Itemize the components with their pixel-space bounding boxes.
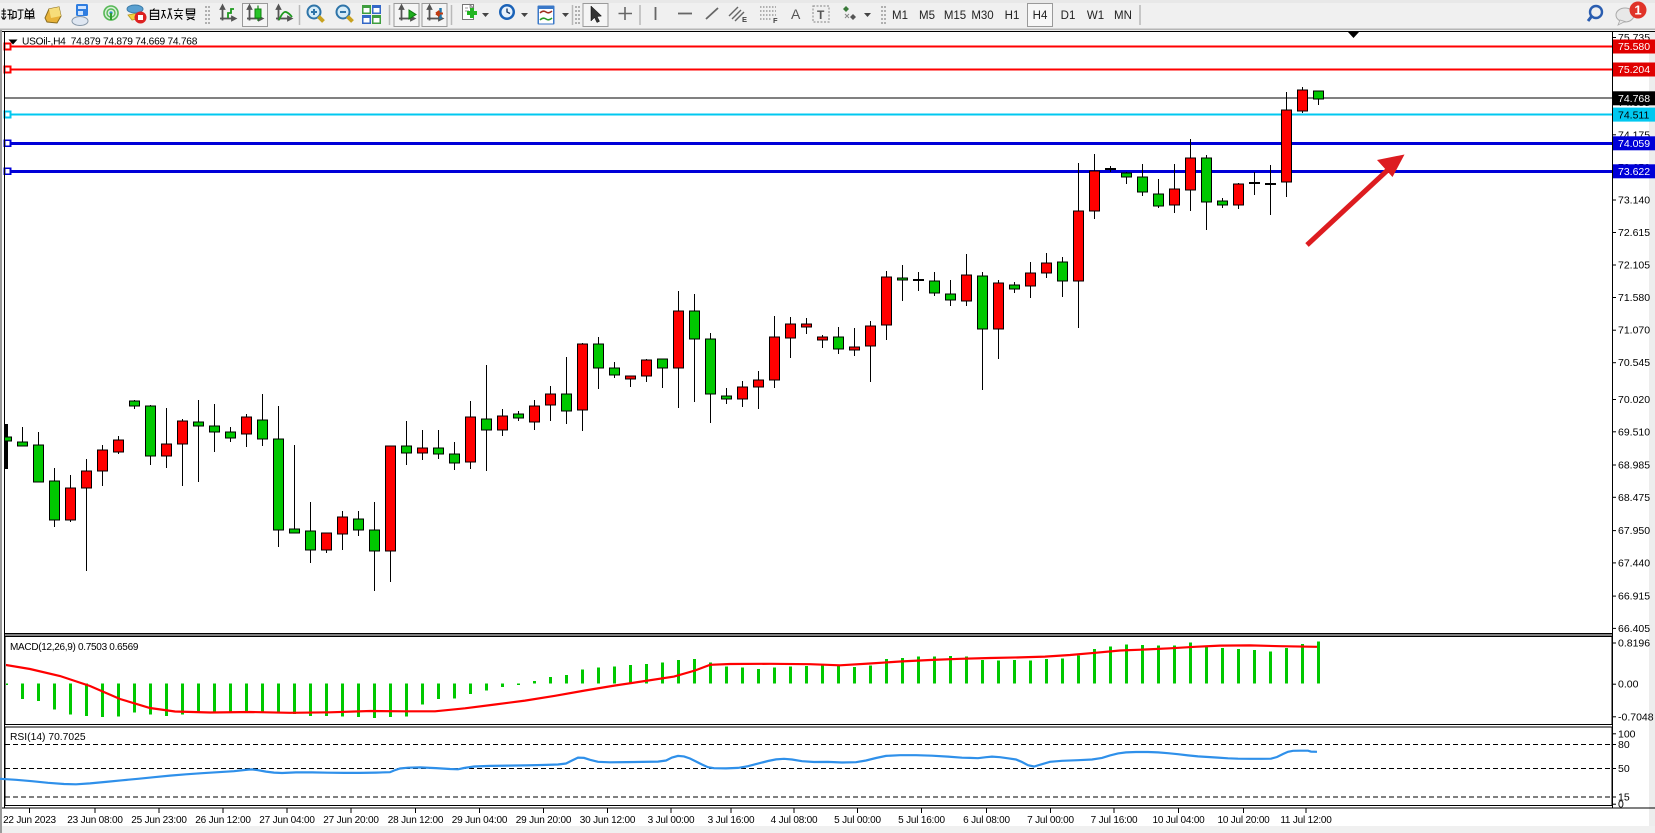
svg-text:M30: M30 <box>971 10 993 22</box>
svg-text:USOil-,H4 74.879 74.879 74.66: USOil-,H4 74.879 74.879 74.669 74.768 <box>22 37 198 48</box>
svg-text:7 Jul 16:00: 7 Jul 16:00 <box>1091 815 1138 826</box>
svg-text:74.059: 74.059 <box>1618 138 1650 150</box>
svg-text:E: E <box>742 15 747 24</box>
svg-text:25 Jun 23:00: 25 Jun 23:00 <box>131 815 187 826</box>
svg-text:72.615: 72.615 <box>1618 227 1650 239</box>
svg-text:100: 100 <box>1618 728 1636 740</box>
svg-text:69.510: 69.510 <box>1618 426 1650 438</box>
svg-text:11 Jul 12:00: 11 Jul 12:00 <box>1280 815 1332 826</box>
svg-text:70.545: 70.545 <box>1618 357 1650 369</box>
svg-text:29 Jun 20:00: 29 Jun 20:00 <box>516 815 572 826</box>
svg-text:H1: H1 <box>1005 10 1020 22</box>
svg-text:M15: M15 <box>944 10 966 22</box>
svg-text:D1: D1 <box>1061 10 1076 22</box>
svg-text:68.985: 68.985 <box>1618 460 1650 472</box>
svg-text:7 Jul 00:00: 7 Jul 00:00 <box>1027 815 1074 826</box>
svg-text:73.140: 73.140 <box>1618 195 1650 207</box>
svg-text:27 Jun 04:00: 27 Jun 04:00 <box>259 815 315 826</box>
svg-text:68.475: 68.475 <box>1618 492 1650 504</box>
svg-text:71.070: 71.070 <box>1618 325 1650 337</box>
svg-text:F: F <box>773 16 778 25</box>
svg-text:0.8196: 0.8196 <box>1618 638 1650 650</box>
svg-text:-0.7048: -0.7048 <box>1618 711 1654 723</box>
svg-text:66.405: 66.405 <box>1618 623 1650 635</box>
svg-text:75.580: 75.580 <box>1618 41 1650 53</box>
svg-text:0: 0 <box>1618 799 1624 811</box>
svg-text:72.105: 72.105 <box>1618 260 1650 272</box>
svg-text:67.440: 67.440 <box>1618 557 1650 569</box>
svg-text:50: 50 <box>1618 763 1630 775</box>
svg-text:23 Jun 08:00: 23 Jun 08:00 <box>67 815 123 826</box>
svg-text:10 Jul 04:00: 10 Jul 04:00 <box>1152 815 1205 826</box>
svg-text:80: 80 <box>1618 739 1630 751</box>
svg-text:71.580: 71.580 <box>1618 292 1650 304</box>
svg-text:75.204: 75.204 <box>1618 64 1650 76</box>
svg-text:29 Jun 04:00: 29 Jun 04:00 <box>452 815 508 826</box>
svg-text:73.622: 73.622 <box>1618 166 1650 178</box>
svg-text:4 Jul 08:00: 4 Jul 08:00 <box>771 815 818 826</box>
svg-text:74.511: 74.511 <box>1618 109 1649 121</box>
svg-text:M5: M5 <box>919 10 935 22</box>
svg-text:A: A <box>791 6 801 22</box>
svg-text:H4: H4 <box>1033 10 1048 22</box>
svg-text:MN: MN <box>1114 10 1132 22</box>
svg-text:3 Jul 00:00: 3 Jul 00:00 <box>648 815 695 826</box>
svg-text:RSI(14) 70.7025: RSI(14) 70.7025 <box>10 732 86 743</box>
svg-text:6 Jul 08:00: 6 Jul 08:00 <box>963 815 1010 826</box>
svg-text:1: 1 <box>1634 3 1641 18</box>
svg-text:70.020: 70.020 <box>1618 394 1650 406</box>
svg-text:M1: M1 <box>892 10 908 22</box>
svg-text:0.00: 0.00 <box>1618 679 1639 691</box>
svg-text:W1: W1 <box>1087 10 1104 22</box>
svg-text:67.950: 67.950 <box>1618 525 1650 537</box>
svg-text:15: 15 <box>1618 792 1630 804</box>
svg-text:66.915: 66.915 <box>1618 591 1650 603</box>
svg-text:26 Jun 12:00: 26 Jun 12:00 <box>195 815 251 826</box>
svg-text:5 Jul 16:00: 5 Jul 16:00 <box>898 815 945 826</box>
svg-text:MACD(12,26,9) 0.7503 0.6569: MACD(12,26,9) 0.7503 0.6569 <box>10 642 139 653</box>
svg-text:5 Jul 00:00: 5 Jul 00:00 <box>834 815 881 826</box>
svg-text:3 Jul 16:00: 3 Jul 16:00 <box>708 815 755 826</box>
svg-text:22 Jun 2023: 22 Jun 2023 <box>3 815 56 826</box>
svg-text:T: T <box>817 8 825 22</box>
svg-text:30 Jun 12:00: 30 Jun 12:00 <box>580 815 636 826</box>
svg-text:74.768: 74.768 <box>1618 93 1650 105</box>
svg-text:28 Jun 12:00: 28 Jun 12:00 <box>388 815 444 826</box>
svg-text:27 Jun 20:00: 27 Jun 20:00 <box>323 815 379 826</box>
svg-text:10 Jul 20:00: 10 Jul 20:00 <box>1217 815 1270 826</box>
